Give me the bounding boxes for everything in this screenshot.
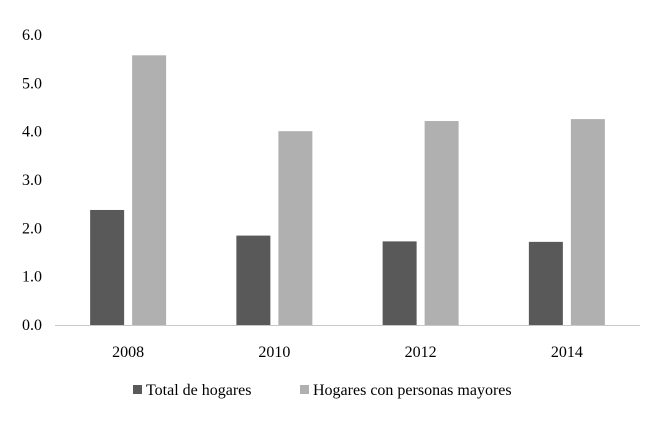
bar-series-0-2012 xyxy=(382,241,417,325)
legend-label-hogares-con-personas-mayores: Hogares con personas mayores xyxy=(313,382,512,399)
y-tick-label: 5.0 xyxy=(22,75,42,92)
bar-series-1-2012 xyxy=(424,121,459,326)
y-tick-label: 4.0 xyxy=(22,124,42,141)
bar-series-1-2014 xyxy=(570,119,605,325)
legend: Total de hogares Hogares con personas ma… xyxy=(133,382,512,399)
y-tick-label: 2.0 xyxy=(22,220,42,237)
y-tick-label: 1.0 xyxy=(22,269,42,286)
x-category-label: 2012 xyxy=(405,344,437,361)
y-tick-label: 6.0 xyxy=(22,27,42,44)
y-tick-label: 3.0 xyxy=(22,172,42,189)
y-tick-label: 0.0 xyxy=(22,317,42,334)
x-category-label: 2008 xyxy=(112,344,144,361)
bar-series-0-2010 xyxy=(236,235,271,325)
bar-series-1-2008 xyxy=(132,55,167,326)
bar-series-0-2014 xyxy=(528,241,563,325)
x-category-label: 2010 xyxy=(258,344,290,361)
bar-series-0-2008 xyxy=(90,209,125,325)
x-category-label: 2014 xyxy=(551,344,583,361)
x-axis-categories: 2008 2010 2012 2014 xyxy=(112,344,583,361)
legend-swatch-total-de-hogares xyxy=(133,385,142,394)
legend-label-total-de-hogares: Total de hogares xyxy=(146,382,252,399)
bars xyxy=(90,55,605,326)
y-axis-ticks: 0.0 1.0 2.0 3.0 4.0 5.0 6.0 xyxy=(22,27,42,334)
legend-swatch-hogares-con-personas-mayores xyxy=(300,385,309,394)
bar-series-1-2010 xyxy=(278,131,313,325)
